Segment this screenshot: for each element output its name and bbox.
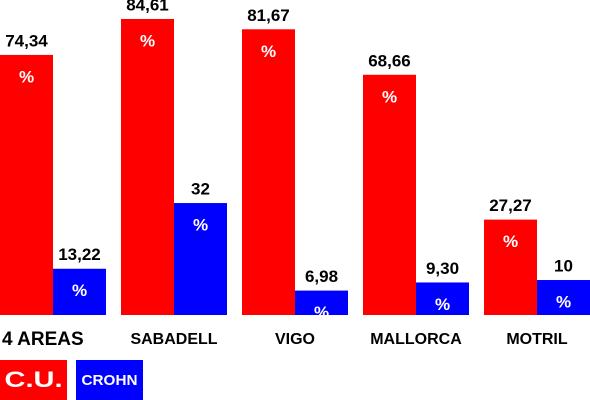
- bar: [174, 203, 227, 315]
- x-tick-label: MOTRIL: [506, 331, 568, 348]
- value-label: 74,34: [5, 31, 48, 50]
- unit-label: %: [19, 67, 34, 86]
- legend-swatch: [0, 360, 67, 400]
- unit-label: %: [193, 216, 208, 235]
- bar: [537, 280, 590, 315]
- legend-label: CROHN: [82, 372, 138, 389]
- value-label: 68,66: [368, 51, 411, 70]
- unit-label: %: [72, 281, 87, 300]
- unit-label: %: [435, 295, 450, 314]
- x-tick-label: VIGO: [275, 331, 315, 348]
- value-label: 6,98: [305, 267, 338, 286]
- bar: [53, 268, 106, 315]
- bar: [484, 219, 537, 315]
- x-tick-label: 4 AREAS: [2, 329, 84, 350]
- legend-swatch: [76, 360, 143, 400]
- legend-label: C.U.: [5, 367, 63, 392]
- unit-label: %: [556, 293, 571, 312]
- value-label: 13,22: [58, 245, 101, 264]
- value-label: 81,67: [247, 6, 290, 25]
- x-tick-label: MALLORCA: [370, 331, 462, 348]
- bar: [363, 74, 416, 315]
- bar: [295, 290, 348, 315]
- value-label: 10: [554, 257, 573, 276]
- unit-label: %: [503, 232, 518, 251]
- bar: [416, 282, 469, 315]
- bar: [0, 54, 53, 315]
- value-label: 32: [191, 180, 210, 199]
- bar: [242, 29, 295, 315]
- unit-label: %: [261, 42, 276, 61]
- bar: [121, 19, 174, 315]
- x-tick-label: SABADELL: [130, 331, 217, 348]
- unit-label: %: [140, 31, 155, 50]
- value-label: 9,30: [426, 259, 459, 278]
- value-label: 27,27: [489, 196, 532, 215]
- value-label: 84,61: [126, 0, 169, 14]
- unit-label: %: [314, 303, 329, 322]
- unit-label: %: [382, 87, 397, 106]
